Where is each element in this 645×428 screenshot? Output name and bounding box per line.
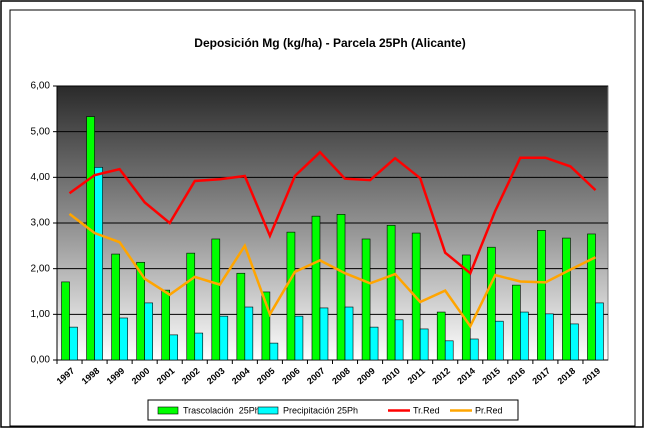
legend-label: Tr.Red bbox=[413, 405, 440, 415]
bar bbox=[269, 342, 279, 361]
bar bbox=[311, 215, 321, 361]
bar bbox=[545, 313, 554, 361]
bar bbox=[361, 238, 371, 361]
bar bbox=[294, 315, 304, 361]
bar bbox=[570, 323, 579, 361]
bar bbox=[494, 320, 504, 361]
bar bbox=[219, 315, 229, 361]
line bbox=[68, 212, 597, 329]
legend-label: Pr.Red bbox=[475, 405, 503, 415]
legend: Trascolación 25Ph Precipitación 25Ph Tr.Re… bbox=[147, 399, 519, 421]
chart-title: Deposición Mg (kg/ha) - Parcela 25Ph (Al… bbox=[194, 36, 465, 50]
legend-label: Trascolación 25Ph bbox=[183, 405, 260, 415]
bar bbox=[161, 289, 171, 361]
bar bbox=[520, 311, 529, 361]
bar bbox=[344, 306, 354, 361]
y-tick-label: 5,00 bbox=[31, 126, 51, 137]
bar bbox=[562, 237, 571, 361]
bar bbox=[419, 328, 429, 361]
legend-label: Precipitación 25Ph bbox=[283, 405, 358, 415]
legend-swatch bbox=[257, 406, 279, 415]
bar bbox=[119, 317, 128, 361]
bar bbox=[394, 319, 404, 361]
bar bbox=[61, 281, 70, 361]
bar bbox=[587, 233, 596, 361]
bar bbox=[537, 230, 546, 361]
bar bbox=[261, 291, 271, 361]
bar bbox=[236, 272, 246, 361]
bar bbox=[286, 231, 296, 361]
bar bbox=[336, 214, 346, 361]
bar bbox=[386, 224, 396, 361]
bar bbox=[369, 326, 379, 361]
y-tick-label: 1,00 bbox=[31, 309, 51, 320]
y-tick-label: 6,00 bbox=[31, 81, 51, 92]
legend-box bbox=[147, 399, 519, 421]
bar bbox=[512, 284, 521, 361]
bar bbox=[444, 340, 454, 361]
y-tick-label: 0,00 bbox=[31, 355, 51, 366]
bar bbox=[86, 116, 95, 361]
bar bbox=[69, 326, 78, 361]
bar bbox=[186, 252, 196, 361]
bar bbox=[595, 302, 604, 361]
bar bbox=[469, 338, 479, 361]
bar bbox=[211, 238, 221, 361]
bar bbox=[144, 302, 153, 361]
bar bbox=[319, 307, 329, 361]
bar bbox=[486, 246, 496, 361]
y-tick-label: 2,00 bbox=[31, 263, 51, 274]
bar bbox=[244, 306, 254, 361]
bar bbox=[169, 334, 179, 361]
bar bbox=[436, 311, 446, 361]
y-tick-label: 3,00 bbox=[31, 218, 51, 229]
bar bbox=[461, 254, 471, 361]
bar bbox=[111, 253, 120, 361]
line bbox=[68, 150, 597, 276]
bar bbox=[94, 166, 103, 361]
legend-swatch bbox=[157, 406, 179, 415]
y-tick-label: 4,00 bbox=[31, 172, 51, 183]
bar bbox=[194, 332, 204, 361]
